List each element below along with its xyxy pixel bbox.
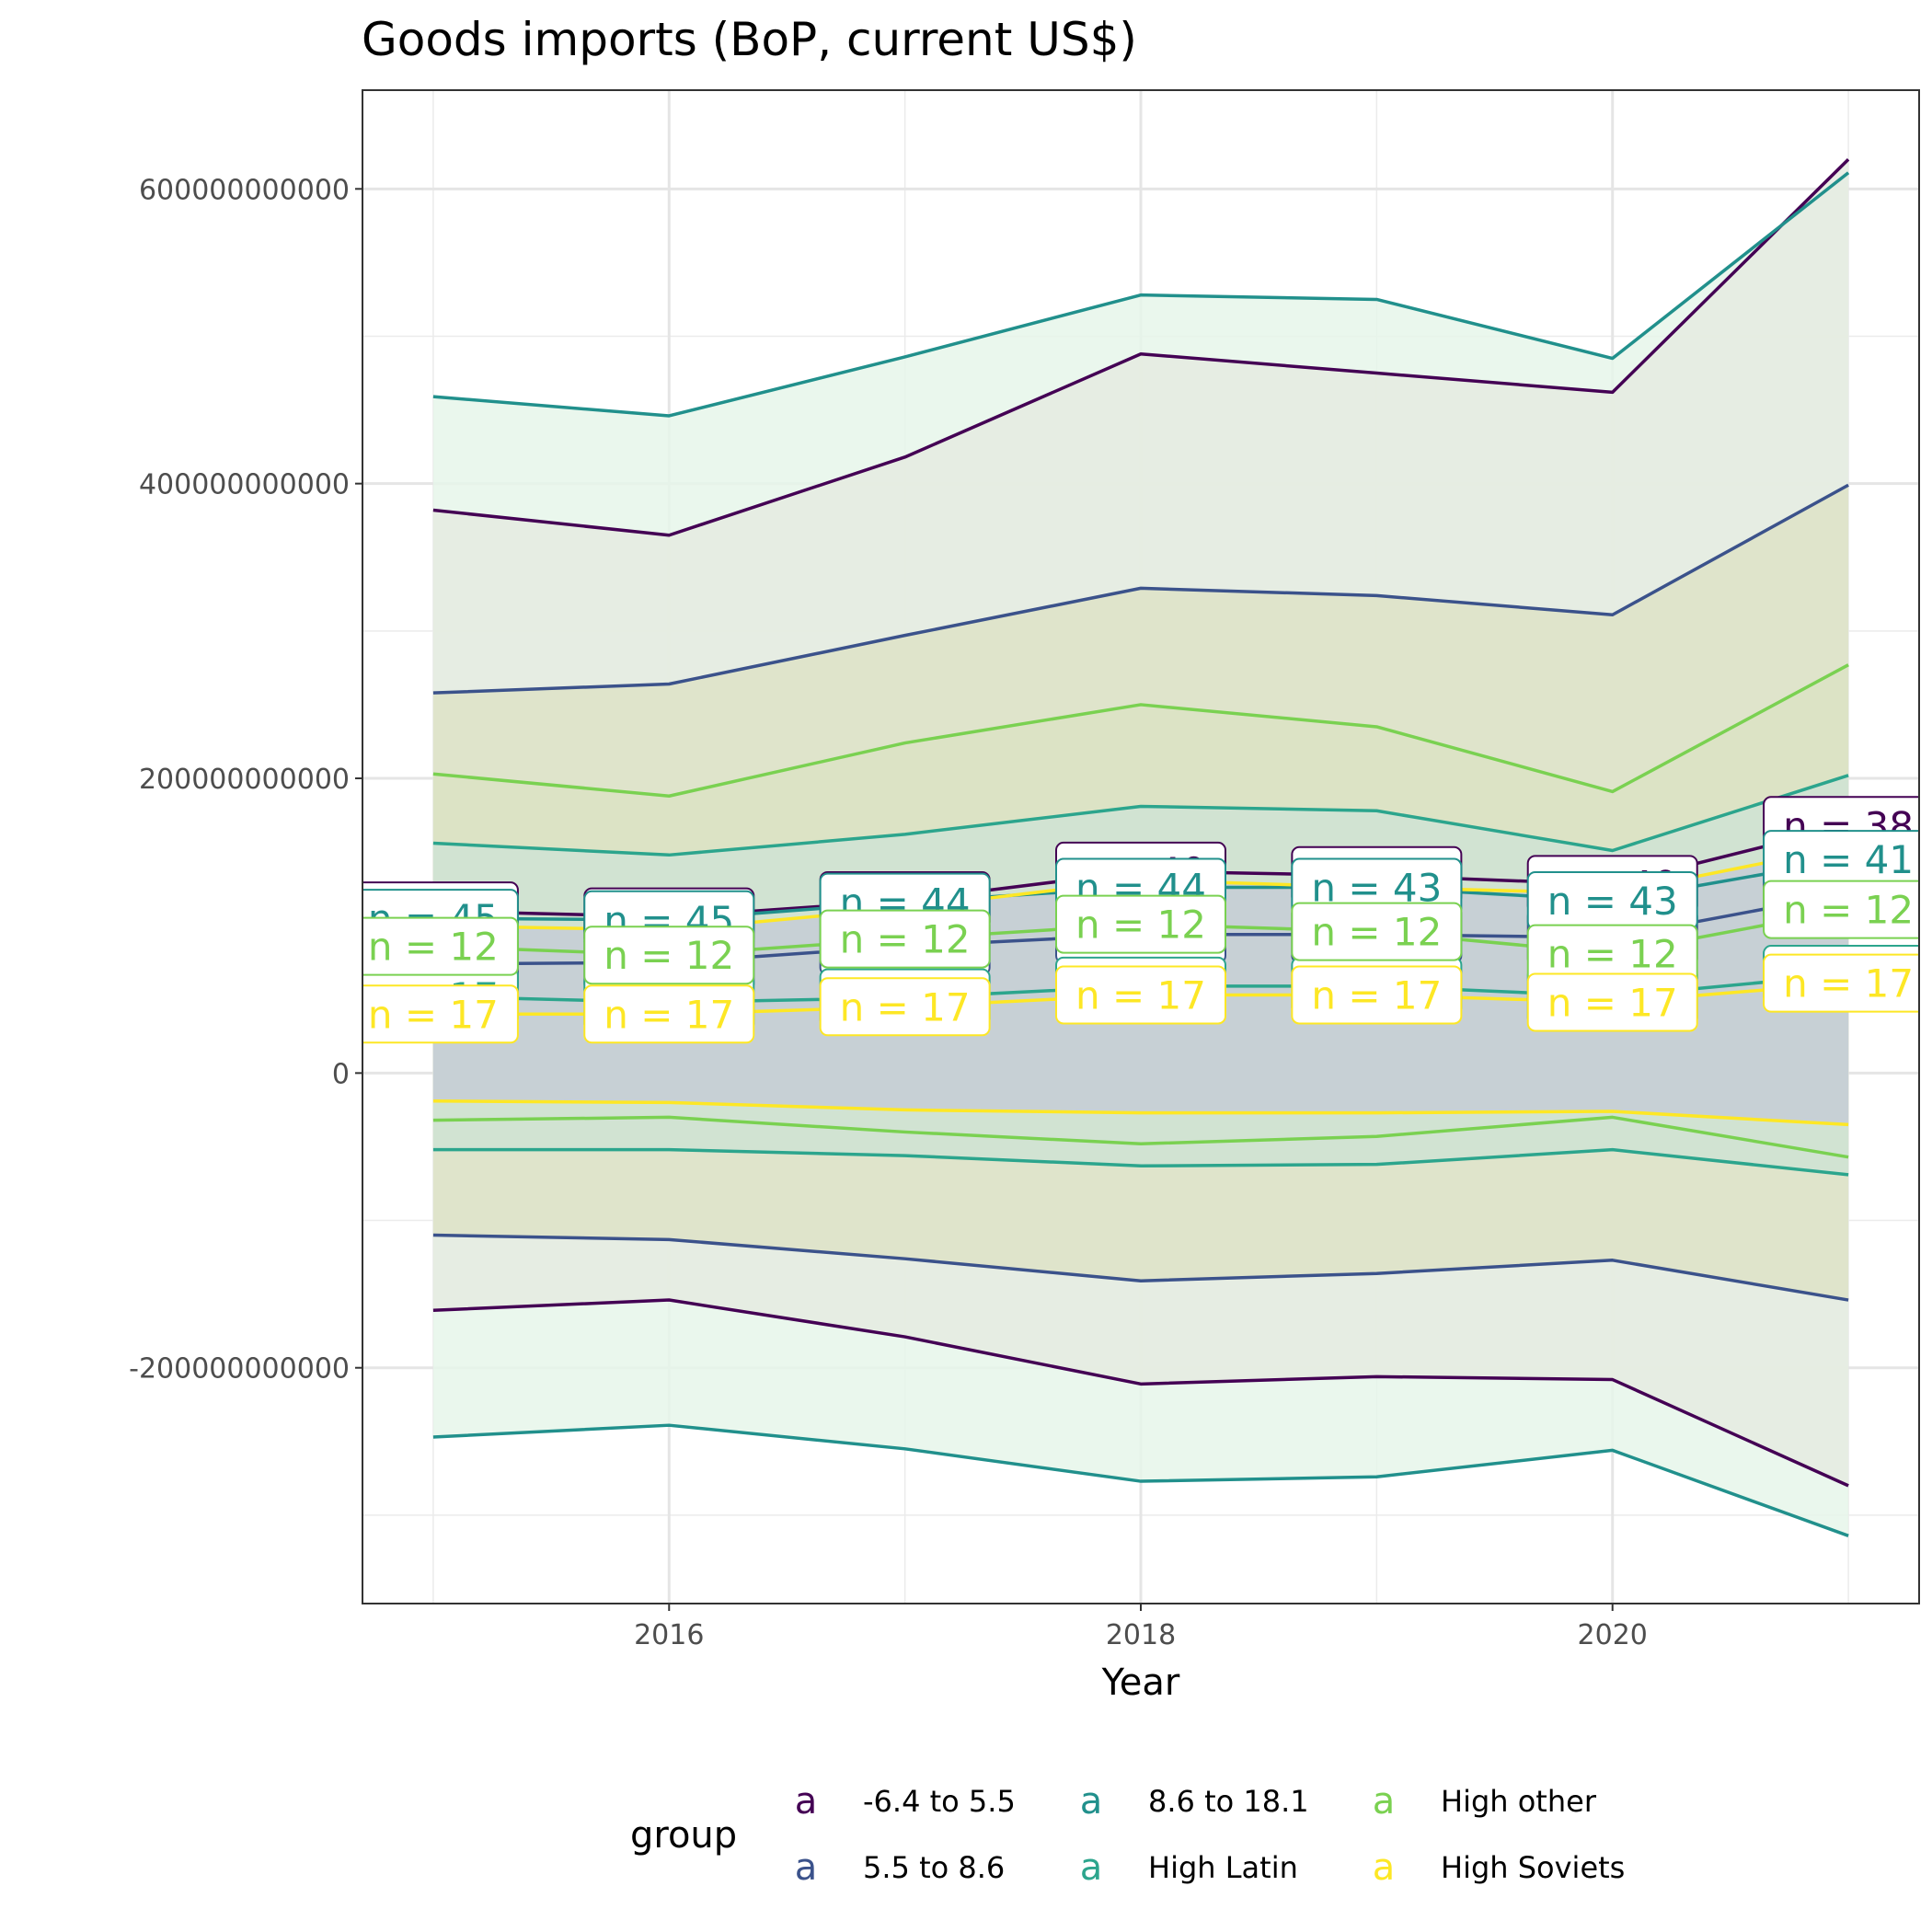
series-line-upper: [432, 483, 1849, 695]
series-line-lower: [432, 1147, 1849, 1177]
n-label: n = 12: [1291, 902, 1463, 961]
n-label: n = 12: [819, 909, 991, 969]
n-label-text: n = 17: [1311, 972, 1442, 1018]
series-line-upper: [432, 663, 1849, 798]
n-label: n = 17: [362, 984, 519, 1044]
n-label-box: [583, 984, 755, 1044]
y-tick-label: -200000000000: [129, 1353, 350, 1386]
n-label: n = 17: [819, 977, 991, 1037]
legend-item: a 5.5 to 8.6: [795, 1846, 1006, 1889]
n-label: n = 12: [1763, 880, 1919, 939]
n-labels: n = 38n = 38n = 38n = 40n = 40n = 40n = …: [362, 796, 1919, 1044]
legend-key: a: [795, 1780, 818, 1823]
legend-item: a -6.4 to 5.5: [795, 1780, 1016, 1823]
n-label-text: n = 12: [1075, 903, 1206, 948]
legend-key: a: [795, 1846, 818, 1889]
n-label-text: n = 43: [1547, 879, 1678, 924]
n-label-text: n = 12: [840, 917, 971, 962]
y-axis: -200000000000 0 200000000000 400000000000 60…: [129, 174, 362, 1386]
legend-label: -6.4 to 5.5: [863, 1784, 1016, 1819]
y-tick-label: 400000000000: [139, 469, 350, 501]
n-label-text: n = 17: [368, 992, 499, 1037]
n-label-box: [583, 926, 755, 985]
series-line-lower: [432, 1233, 1849, 1302]
n-label: n = 17: [1526, 972, 1698, 1032]
n-label-box: [819, 977, 991, 1037]
legend-item: a High Latin: [1080, 1846, 1298, 1889]
x-tick-label: 2020: [1578, 1619, 1648, 1651]
n-label-box: [362, 916, 519, 976]
n-label: n = 43: [1526, 870, 1698, 930]
n-label: n = 17: [1055, 965, 1226, 1025]
n-label: n = 12: [583, 926, 755, 985]
legend-item: a High Soviets: [1373, 1846, 1626, 1889]
n-label: n = 41: [1763, 830, 1919, 890]
series-line-lower: [432, 1423, 1849, 1537]
n-label-box: [1526, 972, 1698, 1032]
x-tick-label: 2018: [1106, 1619, 1176, 1651]
n-label-box: [1291, 965, 1463, 1025]
x-axis: 2016 2018 2020: [634, 1604, 1648, 1651]
legend-label: High other: [1441, 1784, 1597, 1819]
legend-label: High Soviets: [1441, 1850, 1625, 1885]
legend-label: 8.6 to 18.1: [1148, 1784, 1309, 1819]
n-label-text: n = 12: [1783, 888, 1914, 933]
n-label-box: [1055, 965, 1226, 1025]
n-label-text: n = 12: [604, 933, 734, 978]
n-label-text: n = 41: [1783, 837, 1914, 882]
series-line-upper: [432, 774, 1849, 857]
legend-item: a 8.6 to 18.1: [1080, 1780, 1309, 1823]
n-label-box: [1763, 880, 1919, 939]
x-tick-label: 2016: [634, 1619, 704, 1651]
legend-label: 5.5 to 8.6: [863, 1850, 1005, 1885]
n-label: n = 12: [1526, 924, 1698, 983]
x-axis-title: Year: [1101, 1662, 1180, 1704]
n-label: n = 17: [1763, 953, 1919, 1013]
series-line-upper: [432, 171, 1850, 418]
y-tick-label: 200000000000: [139, 764, 350, 796]
y-tick-label: 0: [332, 1058, 350, 1090]
n-label-text: n = 17: [604, 992, 734, 1037]
n-label-text: n = 12: [368, 925, 499, 970]
legend-title: group: [630, 1814, 737, 1857]
n-label-box: [1763, 953, 1919, 1013]
n-label-box: [362, 984, 519, 1044]
legend-key: a: [1080, 1780, 1103, 1823]
n-label-box: [1055, 894, 1226, 954]
chart-title: Goods imports (BoP, current US$): [362, 13, 1137, 66]
legend: group a -6.4 to 5.5 a 5.5 to 8.6 a 8.6 to 18.…: [630, 1780, 1625, 1889]
legend-key: a: [1080, 1846, 1103, 1889]
series-line-lower: [432, 1298, 1849, 1488]
n-label-text: n = 12: [1311, 910, 1442, 955]
n-label-box: [819, 909, 991, 969]
legend-label: High Latin: [1148, 1850, 1298, 1885]
series-line-upper: [432, 158, 1850, 537]
n-label-text: n = 17: [1075, 972, 1206, 1018]
n-label-text: n = 12: [1547, 932, 1678, 977]
legend-key: a: [1373, 1780, 1396, 1823]
n-label-text: n = 17: [840, 984, 971, 1029]
n-label-text: n = 17: [1783, 961, 1914, 1006]
series-line-lower: [432, 1115, 1849, 1159]
n-label: n = 12: [1055, 894, 1226, 954]
n-label: n = 17: [583, 984, 755, 1044]
series-line-lower: [432, 1099, 1849, 1127]
n-label-box: [1291, 902, 1463, 961]
y-tick-label: 600000000000: [139, 174, 350, 206]
n-label: n = 12: [362, 916, 519, 976]
n-label: n = 17: [1291, 965, 1463, 1025]
n-label-text: n = 17: [1547, 980, 1678, 1025]
legend-key: a: [1373, 1846, 1396, 1889]
legend-item: a High other: [1373, 1780, 1597, 1823]
